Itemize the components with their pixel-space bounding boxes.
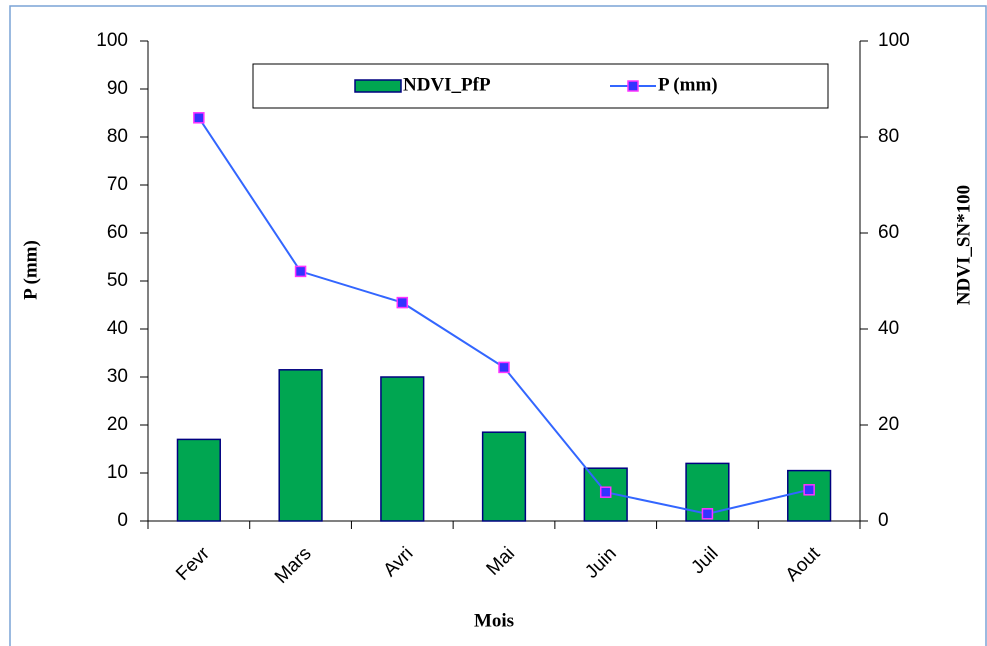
y2-axis-title: NDVI_SN*100 — [953, 185, 974, 305]
legend-swatch — [354, 79, 402, 93]
legend-label: NDVI_PfP — [403, 74, 491, 95]
y-tick-label: 0 — [117, 510, 128, 531]
marker — [498, 361, 510, 374]
y-tick-label: 40 — [107, 318, 128, 339]
legend-marker — [627, 80, 639, 92]
x-tick-label: Fevr — [172, 543, 214, 585]
y-tick-label: 50 — [107, 270, 128, 291]
y2-tick-label: 80 — [878, 126, 899, 147]
y2-tick-label: 20 — [878, 414, 899, 435]
bar — [380, 376, 425, 522]
bar — [278, 369, 323, 522]
marker — [193, 112, 205, 124]
x-tick-label: Juil — [687, 543, 722, 578]
y2-tick-label: 100 — [878, 30, 910, 51]
x-tick-label: Mai — [483, 543, 520, 580]
bar — [481, 431, 527, 522]
x-tick-label: Avri — [380, 543, 418, 581]
marker — [701, 508, 714, 520]
frame — [9, 5, 987, 646]
y2-tick-label: 0 — [878, 510, 889, 531]
y-tick-label: 20 — [107, 414, 128, 435]
bar — [176, 438, 221, 522]
y-tick-label: 100 — [96, 30, 128, 51]
legend-label: P (mm) — [658, 74, 718, 95]
x-axis-title: Mois — [474, 610, 514, 631]
y-tick-label: 30 — [107, 366, 128, 387]
marker — [294, 265, 307, 278]
y-tick-label: 60 — [107, 222, 128, 243]
x-tick-label: Juin — [581, 543, 620, 582]
legend-box — [252, 63, 829, 109]
y2-tick-label: 60 — [878, 222, 899, 243]
y-tick-label: 80 — [107, 126, 128, 147]
marker — [599, 486, 612, 498]
y-tick-label: 90 — [107, 78, 128, 99]
bar — [787, 469, 832, 522]
y-tick-label: 10 — [107, 462, 128, 483]
marker — [803, 484, 815, 496]
x-tick-label: Mars — [271, 543, 316, 588]
y-tick-label: 70 — [107, 174, 128, 195]
marker — [396, 296, 409, 309]
y-axis-title: P (mm) — [20, 240, 41, 300]
y2-tick-label: 40 — [878, 318, 899, 339]
x-tick-label: Aout — [782, 543, 825, 586]
